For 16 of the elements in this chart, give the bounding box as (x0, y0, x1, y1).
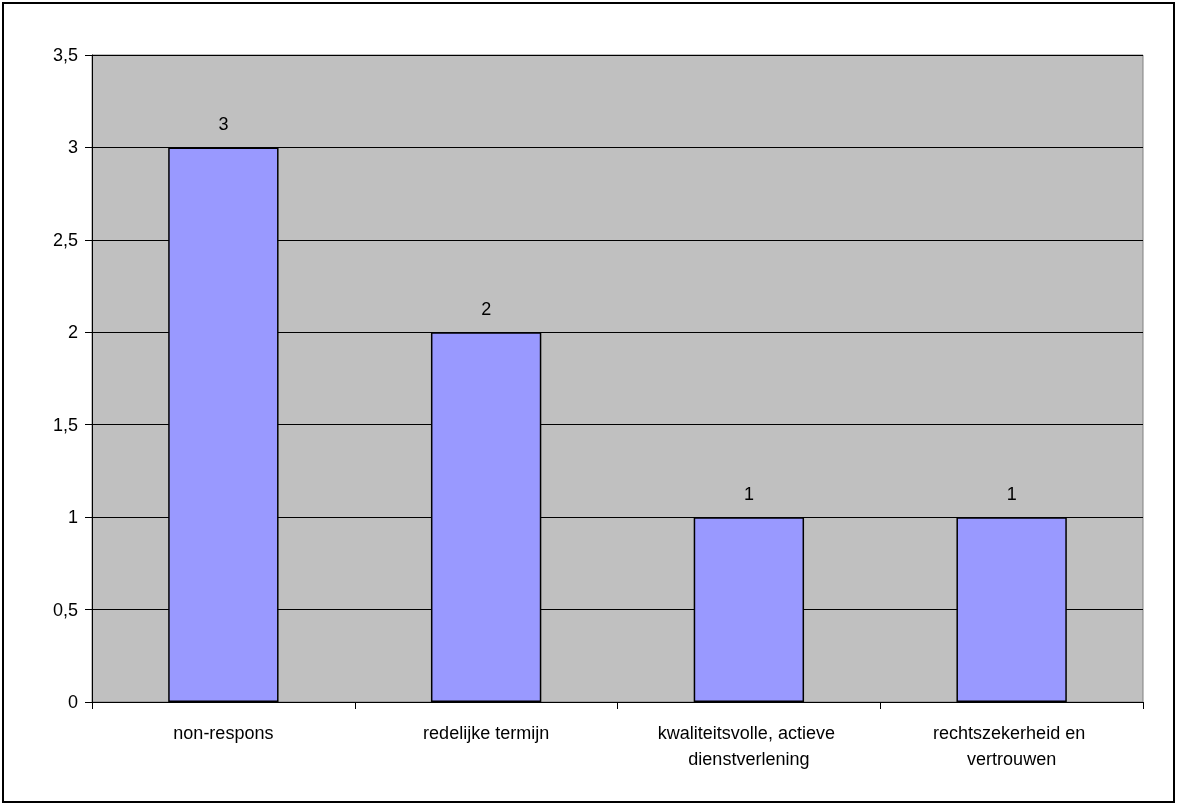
y-tick-label: 3,5 (52, 45, 78, 65)
data-label: 2 (481, 299, 492, 320)
y-tick-label: 1,5 (52, 414, 78, 435)
data-label: 3 (218, 114, 229, 135)
y-tick-label: 2 (67, 322, 78, 343)
data-label: 1 (743, 484, 754, 505)
data-label: 1 (1006, 484, 1017, 505)
y-tick-label: 0 (67, 692, 78, 712)
y-tick-label: 1 (67, 507, 78, 528)
y-tick-label: 3 (67, 137, 78, 158)
x-tick-label: rechtszekerheid en vertrouwen (933, 723, 1091, 769)
y-tick-label: 2,5 (52, 229, 78, 250)
x-tick-label: kwaliteitsvolle, actieve dienstverlening (657, 723, 840, 769)
x-tick-label: non-respons (173, 723, 274, 743)
x-tick-label: redelijke termijn (423, 723, 550, 743)
y-tick-label: 0,5 (52, 599, 78, 620)
